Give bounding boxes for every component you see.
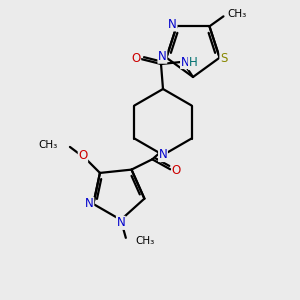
Text: CH₃: CH₃ [227,9,247,19]
Text: S: S [220,52,227,65]
Text: O: O [172,164,181,177]
Text: N: N [159,148,167,161]
Text: CH₃: CH₃ [136,236,155,246]
Text: CH₃: CH₃ [39,140,58,150]
Text: H: H [189,56,197,70]
Text: O: O [78,149,88,162]
Text: O: O [131,52,141,65]
Text: N: N [181,56,189,68]
Text: methoxy: methoxy [65,142,71,144]
Text: N: N [116,216,125,230]
Text: N: N [168,18,177,31]
Text: N: N [85,197,94,211]
Text: N: N [158,50,167,63]
